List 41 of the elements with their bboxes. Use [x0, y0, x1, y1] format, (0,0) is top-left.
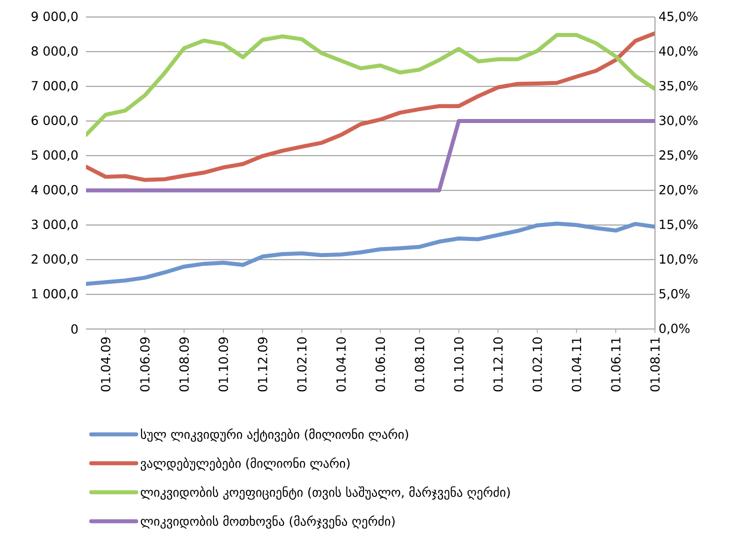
x-tick-label: 01.02.10 [297, 337, 307, 392]
x-tick-label: 01.02.10 [532, 337, 542, 392]
y-tick-label: 3 000,0 [32, 220, 78, 230]
y-tick-label: 0 [71, 324, 78, 334]
x-tick-label: 01.06.11 [611, 338, 620, 392]
y-tick-label: 7 000,0 [32, 80, 78, 92]
legend-label: ლიკვიდობის მოთხოვნა (მარჯვენა ღერძი) [140, 515, 395, 529]
y2-tick-label: 30,0% [660, 116, 698, 126]
x-tick-label: 01.08.11 [650, 338, 660, 392]
x-tick-label: 01.08.10 [414, 337, 424, 392]
y2-tick-label: 20,0% [659, 184, 698, 196]
y2-tick-label: 15,0% [660, 220, 698, 230]
x-tick-label: 01.04.09 [100, 337, 110, 392]
x-tick-label: 01.04.11 [572, 338, 582, 392]
x-tick-label: 01.12.09 [258, 337, 268, 392]
y-tick-label: 2 000,0 [32, 254, 78, 266]
line-series [86, 31, 656, 182]
x-tick-label: 01.12.10 [493, 337, 503, 392]
x-tick-label: 01.06.10 [376, 337, 386, 392]
legend-label: ლიკვიდობის კოეფიციენტი (თვის საშუალო, მარჯვენა ღერძი) [140, 486, 510, 500]
y-tick-label: 1 000,0 [32, 288, 78, 300]
y-tick-label: 9 000,0 [32, 12, 78, 22]
y-tick-label: 4 000,0 [31, 184, 78, 196]
y2-tick-label: 5,0% [660, 288, 690, 300]
x-tick-label: 01.04.10 [336, 337, 346, 392]
y-tick-label: 8 000,0 [32, 46, 78, 58]
legend-label: ვალდებულებები (მილიონი ლარი) [140, 457, 350, 471]
y-tick-label: 5 000,0 [32, 150, 78, 162]
y2-tick-label: 10,0% [660, 254, 698, 266]
x-tick-label: 01.08.09 [179, 337, 189, 392]
y2-tick-label: 35,0% [660, 80, 698, 92]
line-series [86, 33, 656, 137]
y2-tick-label: 40,0% [659, 46, 698, 58]
x-tick-label: 01.10.10 [454, 337, 464, 392]
y2-tick-label: 25,0% [659, 150, 698, 162]
x-tick-label: 01.10.09 [218, 337, 228, 392]
y2-tick-label: 0,0% [659, 324, 690, 334]
x-tick-label: 01.06.09 [140, 337, 150, 392]
legend-label: სულ ლიკვიდური აქტივები (მილიონი ლარი) [141, 428, 408, 442]
y2-tick-label: 45,0% [659, 12, 698, 22]
y-tick-label: 6 000,0 [32, 116, 78, 126]
